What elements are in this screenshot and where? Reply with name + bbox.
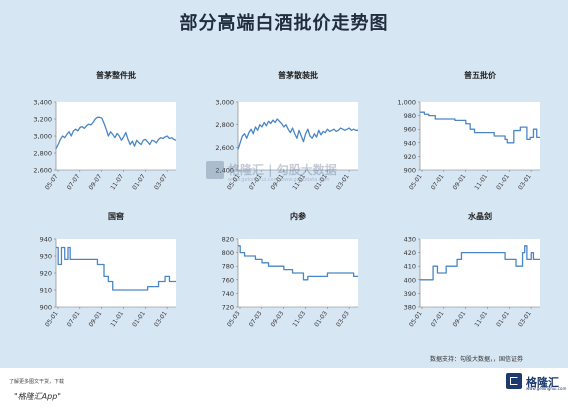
x-tick-label: 03-07 (153, 173, 169, 191)
y-tick-label: 3,000 (33, 133, 52, 141)
y-tick-label: 2,600 (215, 144, 234, 152)
x-tick-label: 03-03 (335, 310, 351, 328)
series-line (56, 246, 176, 291)
x-tick-label: 05-01 (408, 310, 424, 328)
x-tick-label: 09-01 (88, 310, 104, 328)
y-tick-label: 940 (404, 139, 416, 147)
chart-title: 普五批价 (464, 70, 497, 80)
y-tick-label: 940 (40, 236, 52, 244)
x-tick-label: 01-01 (131, 310, 147, 328)
y-tick-label: 410 (404, 263, 416, 271)
y-tick-label: 430 (404, 236, 416, 244)
y-tick-label: 900 (40, 304, 52, 312)
watermark-logo-icon (206, 161, 224, 179)
y-tick-label: 900 (404, 167, 416, 175)
chart-puwu: 普五批价 900 920 940 960 980 1,000 05-01 07-01 09-01 1… (397, 70, 540, 191)
chart-shuijingjian: 水晶剑 380 390 400 410 420 430 05-01 07-01 09-01 11-0… (404, 211, 540, 328)
x-tick-label: 03-01 (517, 310, 533, 328)
x-tick-label: 09-01 (452, 173, 468, 191)
series-line (420, 111, 540, 144)
x-tick-label: 01-01 (495, 173, 511, 191)
y-tick-label: 3,200 (33, 116, 52, 124)
series-line (55, 116, 177, 150)
y-tick-label: 980 (404, 112, 416, 120)
series-line (238, 245, 358, 281)
x-tick-label: 07-03 (248, 310, 264, 328)
x-tick-label: 11-07 (109, 173, 125, 191)
x-tick-label: 09-01 (452, 310, 468, 328)
x-tick-label: 01-07 (131, 173, 147, 191)
y-tick-label: 2,600 (33, 167, 52, 175)
x-tick-label: 07-07 (66, 173, 82, 191)
y-tick-label: 920 (404, 153, 416, 161)
x-tick-label: 11-01 (109, 310, 125, 328)
x-tick-label: 07-01 (430, 173, 446, 191)
download-note: 了解更多图文干货，下载 (9, 379, 65, 385)
y-tick-label: 2,800 (33, 150, 52, 158)
x-tick-label: 07-01 (66, 310, 82, 328)
plot-area (420, 102, 540, 170)
x-tick-label: 09-07 (88, 173, 104, 191)
watermark-subtext: www.gelonghui.com www.gogudata.com (228, 177, 330, 183)
x-tick-label: 11-01 (473, 310, 489, 328)
chart-title: 内参 (290, 211, 307, 221)
y-tick-label: 820 (222, 236, 234, 244)
chart-title: 普茅整件批 (96, 70, 136, 80)
y-tick-label: 800 (222, 249, 234, 257)
x-tick-label: 09-03 (270, 310, 286, 328)
x-tick-label: 05-03 (226, 310, 242, 328)
chart-putmao-whole-case: 普茅整件批 2,600 2,800 3,000 3,200 3,400 05-07 07-07… (33, 70, 177, 191)
x-tick-label: 03-01 (153, 310, 169, 328)
x-tick-label: 11-03 (291, 310, 307, 328)
x-tick-label: 05-01 (408, 173, 424, 191)
x-tick-label: 11-01 (473, 173, 489, 191)
y-tick-label: 780 (222, 263, 234, 271)
chart-title: 国窖 (108, 211, 124, 221)
y-tick-label: 920 (40, 270, 52, 278)
y-tick-label: 910 (40, 287, 52, 295)
series-line (420, 245, 540, 281)
chart-panel: 部分高端白酒批价走势图 普茅整件批 2,600 2,800 3,000 3,200 3,4… (0, 0, 568, 368)
y-tick-label: 420 (404, 249, 416, 257)
y-tick-label: 740 (222, 290, 234, 298)
x-tick-label: 05-01 (44, 310, 60, 328)
chart-title: 水晶剑 (467, 211, 492, 221)
chart-title: 普茅散装批 (278, 70, 318, 80)
brand-logo-text: 格隆汇 (526, 376, 559, 389)
watermark: 格隆汇 | 勾股大数据 www.gelonghui.com www.goguda… (206, 159, 376, 187)
y-tick-label: 3,400 (33, 99, 52, 107)
x-tick-label: 01-01 (495, 310, 511, 328)
chart-neican: 内参 720 740 760 780 800 820 05-03 07-03 09-03 11-03… (222, 211, 358, 328)
y-tick-label: 930 (40, 253, 52, 261)
x-tick-label: 01-03 (313, 310, 329, 328)
x-tick-label: 03-01 (517, 173, 533, 191)
chart-guojiao: 国窖 900 910 920 930 940 05-01 07-01 09-01 11-01 01-… (40, 211, 176, 328)
y-tick-label: 2,400 (215, 167, 234, 175)
app-caption[interactable]: "格隆汇App" (14, 392, 61, 401)
y-tick-label: 2,800 (215, 121, 234, 129)
brand-logo-subtext: www.gelonghui.com (526, 386, 567, 391)
y-tick-label: 3,000 (215, 99, 234, 107)
y-tick-label: 390 (404, 290, 416, 298)
y-tick-label: 380 (404, 304, 416, 312)
plot-area (56, 239, 176, 307)
data-source: 数据支持：勾股大数据，，国信证券 (430, 356, 524, 363)
y-tick-label: 960 (404, 126, 416, 134)
brand-logo: 格隆汇 www.gelonghui.com (506, 373, 567, 391)
series-line (237, 118, 358, 150)
y-tick-label: 720 (222, 304, 234, 312)
watermark-text: 格隆汇 | 勾股大数据 (228, 163, 337, 177)
y-tick-label: 400 (404, 276, 416, 284)
x-tick-label: 07-01 (430, 310, 446, 328)
y-tick-label: 1,000 (397, 99, 416, 107)
x-tick-label: 05-07 (44, 173, 60, 191)
brand-logo-icon (506, 373, 522, 389)
y-tick-label: 760 (222, 276, 234, 284)
page-title: 部分高端白酒批价走势图 (179, 13, 389, 34)
